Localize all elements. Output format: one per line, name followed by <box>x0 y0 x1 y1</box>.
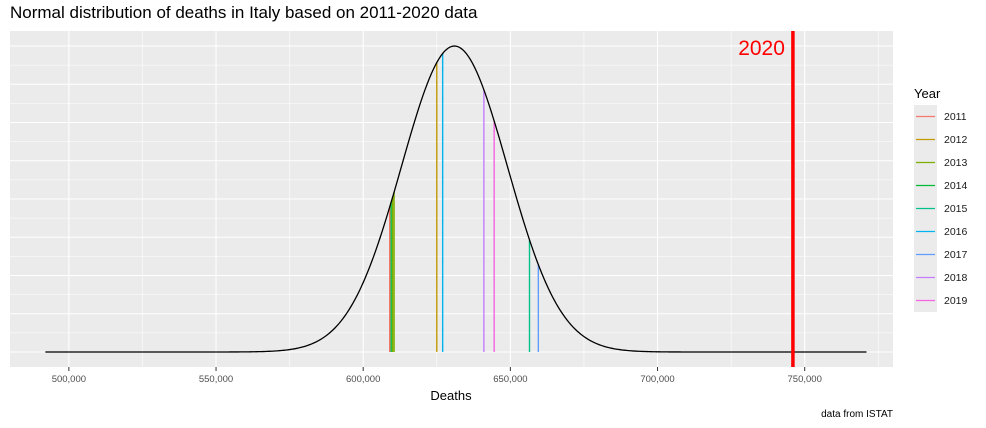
legend-label-2012: 2012 <box>944 134 968 146</box>
legend: Year 2011 2012 2013 2014 2015 2016 2017 2018 201… <box>914 86 974 330</box>
x-tick-label: 550,000 <box>199 374 233 385</box>
x-tick-label: 500,000 <box>52 374 86 385</box>
legend-label-2013: 2013 <box>944 157 968 169</box>
x-tick-label: 750,000 <box>788 374 822 385</box>
chart-title: Normal distribution of deaths in Italy b… <box>10 3 478 22</box>
year-lines <box>388 53 540 352</box>
legend-label-2017: 2017 <box>944 249 968 261</box>
legend-keys: 2011 2012 2013 2014 2015 2016 2017 2018 2019 <box>914 105 968 312</box>
legend-label-2011: 2011 <box>944 111 967 123</box>
highlight-label-2020: 2020 <box>738 37 785 60</box>
x-tick-label: 600,000 <box>346 374 380 385</box>
legend-label-2018: 2018 <box>944 272 968 284</box>
x-tick-label: 650,000 <box>493 374 527 385</box>
legend-title: Year <box>914 86 941 101</box>
x-axis-ticks: 500,000 550,000 600,000 650,000 700,000 750,0… <box>52 367 822 385</box>
legend-label-2016: 2016 <box>944 226 968 238</box>
x-tick-label: 700,000 <box>640 374 674 385</box>
legend-label-2015: 2015 <box>944 203 968 215</box>
normal-curve <box>45 45 867 353</box>
chart-caption: data from ISTAT <box>821 409 893 420</box>
legend-label-2014: 2014 <box>944 180 968 192</box>
legend-label-2019: 2019 <box>944 295 968 307</box>
x-axis-title: Deaths <box>430 388 472 403</box>
